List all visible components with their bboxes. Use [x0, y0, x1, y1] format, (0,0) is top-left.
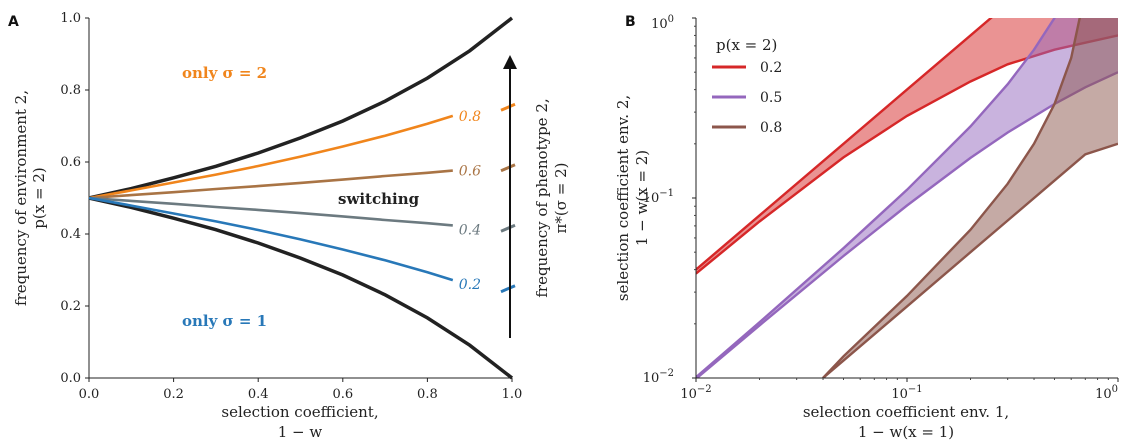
- panel-a-x-label-line1: selection coefficient,: [221, 403, 378, 421]
- phenotype-tick-0-8: [501, 104, 515, 110]
- panel-a-y-ticks: 0.0 0.2 0.4 0.6 0.8 1.0: [60, 11, 89, 386]
- legend-items: 0.2 0.5 0.8: [712, 60, 782, 136]
- panel-a-x-ticks: 0.0 0.2 0.4 0.6 0.8 1.0: [79, 378, 523, 402]
- phenotype-axis-label-line1: frequency of phenotype 2,: [533, 98, 551, 297]
- legend-label-0-8: 0.8: [760, 120, 782, 136]
- x-tick-label: 0.2: [163, 387, 184, 402]
- y-tick-label: 0.4: [60, 227, 81, 242]
- phenotype-tick-0-2: [501, 286, 515, 292]
- x-tick-label: 0.4: [248, 387, 269, 402]
- series-label-0-4: 0.4: [459, 222, 481, 238]
- y-tick-label: 0.2: [60, 299, 81, 314]
- y-tick-label: 100: [651, 14, 674, 32]
- panel-a-y-label-line2: p(x = 2): [30, 167, 48, 228]
- phenotype-axis-label-line2: π*(σ = 2): [552, 163, 570, 234]
- band-lower-line-0-8: [823, 144, 1118, 378]
- region-label-switching: switching: [338, 190, 420, 208]
- x-tick-label: 10−1: [891, 384, 922, 402]
- series-label-0-2: 0.2: [459, 277, 481, 293]
- panel-b-x-label-line2: 1 − w(x = 1): [858, 423, 954, 441]
- panel-b-bands: [696, 0, 1118, 379]
- series-label-0-8: 0.8: [459, 109, 481, 125]
- region-label-only-sigma-1: only σ = 1: [182, 312, 267, 330]
- x-tick-label: 0.6: [332, 387, 353, 402]
- x-tick-label: 100: [1095, 384, 1118, 402]
- panel-a-y-label-line1: frequency of environment 2,: [12, 90, 30, 306]
- series-label-0-6: 0.6: [459, 164, 481, 180]
- panel-a-curves: [89, 18, 512, 378]
- region-label-only-sigma-2: only σ = 2: [182, 64, 267, 82]
- panel-a-curve-labels: 0.8 0.6 0.4 0.2: [459, 104, 515, 293]
- legend-label-0-5: 0.5: [760, 90, 782, 106]
- panel-b-legend: p(x = 2) 0.2 0.5 0.8: [712, 36, 782, 136]
- y-tick-label: 10−2: [643, 368, 674, 386]
- y-tick-label: 0.8: [60, 83, 81, 98]
- legend-label-0-2: 0.2: [760, 60, 782, 76]
- y-tick-label: 0.6: [60, 155, 81, 170]
- x-tick-label: 10−2: [680, 384, 711, 402]
- phenotype-tick-0-4: [501, 225, 515, 231]
- y-tick-label: 1.0: [60, 11, 81, 26]
- phenotype-tick-0-6: [501, 165, 515, 171]
- x-tick-label: 1.0: [502, 387, 523, 402]
- panel-b-y-label-line2: 1 − w(x = 2): [633, 150, 651, 246]
- panel-a-x-label-line2: 1 − w: [278, 423, 323, 441]
- panel-b-x-label-line1: selection coefficient env. 1,: [803, 403, 1009, 421]
- panel-b-y-label-line1: selection coefficient env. 2,: [614, 95, 632, 301]
- panel-b-x-ticks: 10−2 10−1 100: [680, 378, 1118, 402]
- panel-a: A 0.0 0.2 0.4 0.6 0.8 1.0 0.00.20.40.60.81.0 …: [8, 11, 570, 441]
- panel-letter-b: B: [625, 14, 636, 30]
- legend-title: p(x = 2): [716, 36, 777, 54]
- panel-letter-a: A: [8, 14, 19, 30]
- x-tick-label: 0.0: [79, 387, 100, 402]
- x-tick-label: 0.8: [417, 387, 438, 402]
- y-tick-label: 0.0: [60, 371, 81, 386]
